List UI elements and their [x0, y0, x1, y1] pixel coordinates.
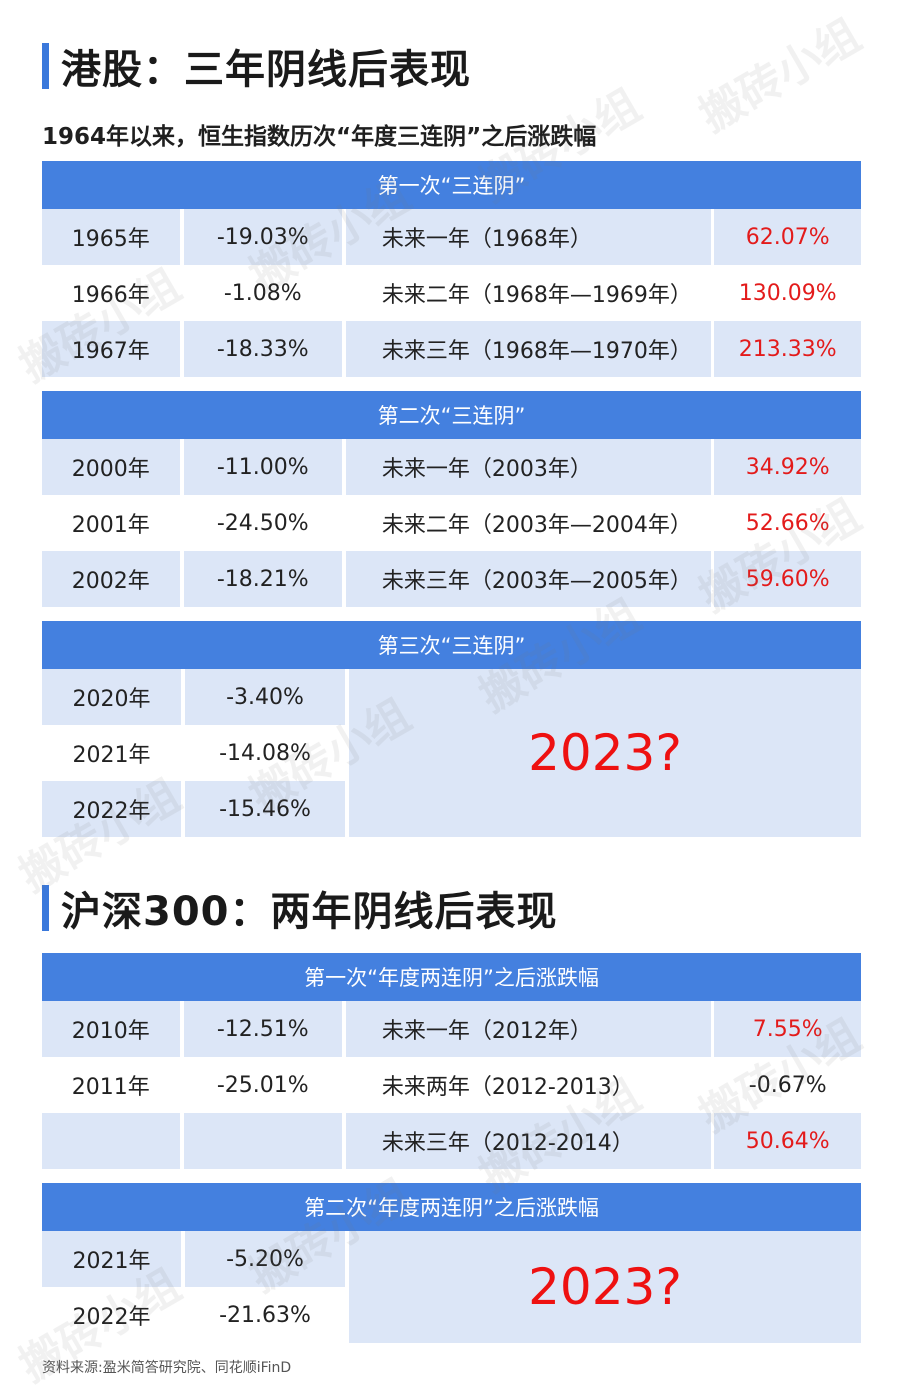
- change-cell: -25.01%: [183, 1057, 342, 1113]
- year-cell: 1966年: [42, 265, 180, 321]
- period-cell: 未来一年（1968年）: [345, 209, 711, 265]
- year-cell: 2022年: [42, 781, 181, 837]
- change-cell: -1.08%: [183, 265, 342, 321]
- hk-section-title: 港股：三年阴线后表现: [42, 38, 471, 94]
- table-row: 1967年 -18.33% 未来三年（1968年—1970年） 213.33%: [42, 321, 861, 377]
- hk-question-cell: 2023?: [348, 669, 861, 837]
- result-cell: 62.07%: [714, 209, 861, 265]
- change-cell: -18.21%: [183, 551, 342, 607]
- table-row: 1966年 -1.08% 未来二年（1968年—1969年） 130.09%: [42, 265, 861, 321]
- change-cell: -24.50%: [183, 495, 342, 551]
- title-accent-bar: [42, 43, 49, 89]
- cn-question-cell: 2023?: [348, 1231, 861, 1343]
- year-cell: 2010年: [42, 1001, 180, 1057]
- change-cell: -11.00%: [183, 439, 342, 495]
- table-row: 2020年 -3.40%: [42, 669, 345, 725]
- year-cell: 2020年: [42, 669, 181, 725]
- year-cell: 2021年: [42, 725, 181, 781]
- result-cell: 213.33%: [714, 321, 861, 377]
- result-cell: 7.55%: [714, 1001, 861, 1057]
- change-cell: -5.20%: [185, 1231, 345, 1287]
- table-row: 2010年 -12.51% 未来一年（2012年） 7.55%: [42, 1001, 861, 1057]
- hk-table-2-header: 第二次“三连阴”: [42, 391, 861, 439]
- year-cell: 2001年: [42, 495, 180, 551]
- table-row: 2001年 -24.50% 未来二年（2003年—2004年） 52.66%: [42, 495, 861, 551]
- change-cell: -3.40%: [185, 669, 345, 725]
- period-cell: 未来三年（2003年—2005年）: [345, 551, 711, 607]
- table-row: 2022年 -15.46%: [42, 781, 345, 837]
- cn-title-text: 沪深300：两年阴线后表现: [61, 889, 558, 935]
- hk-table-3: 第三次“三连阴” 2020年 -3.40% 2021年 -14.08% 2022…: [42, 621, 861, 837]
- period-cell: 未来三年（2012-2014）: [345, 1113, 711, 1169]
- table-row: 2011年 -25.01% 未来两年（2012-2013） -0.67%: [42, 1057, 861, 1113]
- period-cell: 未来二年（1968年—1969年）: [345, 265, 711, 321]
- hk-table-3-header: 第三次“三连阴”: [42, 621, 861, 669]
- table-row: 2021年 -14.08%: [42, 725, 345, 781]
- hk-title-text: 港股：三年阴线后表现: [61, 47, 471, 93]
- result-cell: 50.64%: [714, 1113, 861, 1169]
- period-cell: 未来两年（2012-2013）: [345, 1057, 711, 1113]
- period-cell: 未来二年（2003年—2004年）: [345, 495, 711, 551]
- change-cell: -19.03%: [183, 209, 342, 265]
- result-cell: -0.67%: [714, 1057, 861, 1113]
- table-row: 2022年 -21.63%: [42, 1287, 345, 1343]
- change-cell: -12.51%: [183, 1001, 342, 1057]
- period-cell: 未来三年（1968年—1970年）: [345, 321, 711, 377]
- cn-section-title: 沪深300：两年阴线后表现: [42, 880, 558, 936]
- result-cell: 130.09%: [714, 265, 861, 321]
- year-cell: 2021年: [42, 1231, 181, 1287]
- watermark: 搬砖小组: [691, 9, 870, 142]
- title-accent-bar: [42, 885, 49, 931]
- change-cell: -14.08%: [185, 725, 345, 781]
- year-cell: 2022年: [42, 1287, 181, 1343]
- year-cell: 2000年: [42, 439, 180, 495]
- table-row: 1965年 -19.03% 未来一年（1968年） 62.07%: [42, 209, 861, 265]
- result-cell: 59.60%: [714, 551, 861, 607]
- source-footer: 资料来源:盈米简答研究院、同花顺iFinD: [42, 1360, 292, 1376]
- cn-table-1: 第一次“年度两连阴”之后涨跌幅 2010年 -12.51% 未来一年（2012年…: [42, 953, 861, 1169]
- change-cell: -18.33%: [183, 321, 342, 377]
- hk-table-2: 第二次“三连阴” 2000年 -11.00% 未来一年（2003年） 34.92…: [42, 391, 861, 607]
- period-cell: 未来一年（2003年）: [345, 439, 711, 495]
- year-cell: 2002年: [42, 551, 180, 607]
- change-cell: [183, 1113, 342, 1169]
- cn-table-2-header: 第二次“年度两连阴”之后涨跌幅: [42, 1183, 861, 1231]
- table-row: 2021年 -5.20%: [42, 1231, 345, 1287]
- hk-table-1: 第一次“三连阴” 1965年 -19.03% 未来一年（1968年） 62.07…: [42, 161, 861, 377]
- year-cell: 2011年: [42, 1057, 180, 1113]
- cn-table-1-header: 第一次“年度两连阴”之后涨跌幅: [42, 953, 861, 1001]
- year-cell: 1965年: [42, 209, 180, 265]
- table-row: 未来三年（2012-2014） 50.64%: [42, 1113, 861, 1169]
- change-cell: -21.63%: [185, 1287, 345, 1343]
- hk-table-1-header: 第一次“三连阴”: [42, 161, 861, 209]
- year-cell: 1967年: [42, 321, 180, 377]
- cn-table-2: 第二次“年度两连阴”之后涨跌幅 2021年 -5.20% 2022年 -21.6…: [42, 1183, 861, 1343]
- table-row: 2000年 -11.00% 未来一年（2003年） 34.92%: [42, 439, 861, 495]
- table-row: 2002年 -18.21% 未来三年（2003年—2005年） 59.60%: [42, 551, 861, 607]
- change-cell: -15.46%: [185, 781, 345, 837]
- hk-subtitle: 1964年以来，恒生指数历次“年度三连阴”之后涨跌幅: [42, 124, 597, 150]
- period-cell: 未来一年（2012年）: [345, 1001, 711, 1057]
- year-cell: [42, 1113, 180, 1169]
- result-cell: 52.66%: [714, 495, 861, 551]
- result-cell: 34.92%: [714, 439, 861, 495]
